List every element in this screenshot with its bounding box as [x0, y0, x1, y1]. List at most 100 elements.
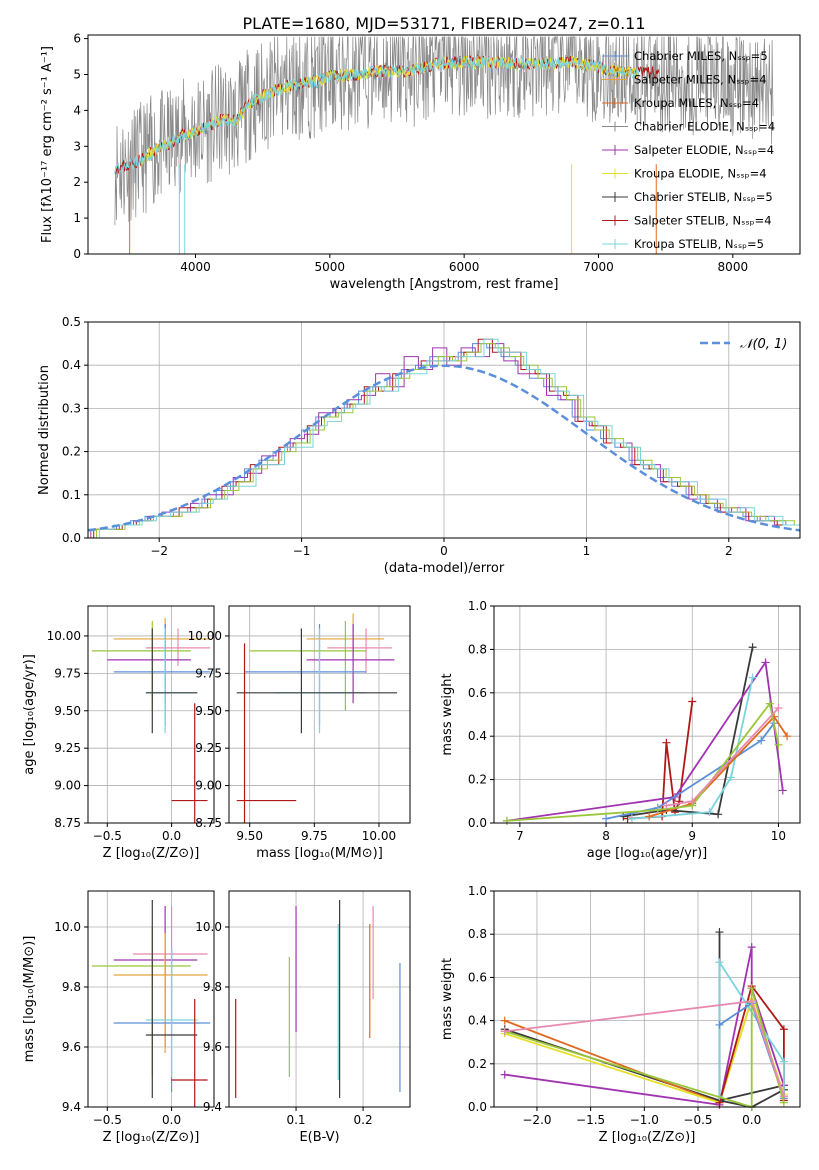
histogram-step	[88, 343, 800, 538]
y-tick-label: 9.6	[203, 1040, 222, 1054]
normal-curve	[88, 364, 800, 532]
mass-weight-lines	[502, 643, 792, 825]
x-tick-label: 9	[688, 829, 696, 843]
spectrum-model-line	[141, 55, 639, 166]
point-marker	[715, 958, 724, 967]
point-marker	[715, 928, 724, 937]
errorbar-axes: 9.50 9.75 10.00 8.75 9.00 9.25 9.50 9.75 10.00	[188, 606, 410, 843]
mass-weight-line	[605, 722, 775, 820]
point-marker	[779, 1057, 788, 1066]
x-tick-label: 7	[516, 829, 524, 843]
x-tick-label: 10.00	[362, 829, 396, 843]
y-tick-label: 1	[73, 211, 81, 225]
axes-frame	[228, 890, 411, 1108]
y-tick-label: 0.2	[468, 1057, 487, 1071]
y-tick-label: 9.75	[54, 666, 81, 680]
x-tick-label: −2	[150, 544, 168, 558]
point-marker	[602, 814, 611, 823]
y-tick-label: 9.8	[62, 980, 81, 994]
point-marker	[774, 703, 783, 712]
point-marker	[502, 816, 511, 825]
x-tick-label: −0.5	[93, 1113, 122, 1127]
point-marker	[662, 801, 671, 810]
y-tick-label: 0.8	[468, 642, 487, 656]
x-tick-label: 0.0	[162, 1113, 181, 1127]
error-bars	[235, 900, 401, 1098]
point-marker	[748, 673, 757, 682]
axes-frame	[493, 605, 801, 824]
errorbar-axes: 0.1 0.2 9.4 9.6 9.8 10.0	[195, 891, 410, 1127]
error-bars	[91, 900, 211, 1107]
mass-weight-lines	[500, 928, 788, 1111]
error-bars	[236, 613, 398, 823]
y-tick-label: 0.3	[62, 401, 81, 415]
y-axis-label: age [log₁₀(age/yr)]	[22, 654, 37, 775]
axes-frame	[87, 34, 801, 255]
x-tick-label: 8000	[718, 260, 749, 274]
y-tick-label: 1.0	[468, 884, 487, 898]
spectrum-data-line	[114, 35, 774, 226]
x-tick-label: −1	[293, 544, 311, 558]
x-tick-label: 5000	[315, 260, 346, 274]
point-marker	[688, 697, 697, 706]
x-axis-label: E(B-V)	[299, 1130, 339, 1145]
x-axis-label: Z [log₁₀(Z/Z⊙)]	[103, 846, 200, 861]
errorbar-axes: −0.5 0.0 8.75 9.00 9.25 9.50 9.75 10.00	[47, 606, 214, 843]
mass-weight-axes: 7 8 9 10 0.0 0.2 0.4 0.6 0.8 1.0	[468, 599, 800, 843]
legend-label: 𝒩(0, 1)	[740, 337, 787, 352]
point-marker	[500, 1070, 509, 1079]
point-marker	[705, 808, 714, 817]
y-tick-label: 1.0	[468, 599, 487, 613]
legend-label-4: Salpeter ELODIE, Nₛₛₚ=4	[634, 143, 774, 157]
point-marker	[662, 738, 671, 747]
x-tick-label: −2.0	[522, 1113, 551, 1127]
histogram-step	[90, 343, 800, 538]
point-marker	[715, 1020, 724, 1029]
point-marker	[748, 643, 757, 652]
x-tick-label: 2	[725, 544, 733, 558]
point-marker	[747, 943, 756, 952]
point-marker	[714, 810, 723, 819]
y-tick-label: 0.4	[468, 729, 487, 743]
x-tick-label: −1.0	[630, 1113, 659, 1127]
point-marker	[500, 1027, 509, 1036]
y-tick-label: 0.5	[62, 315, 81, 329]
mass-weight-line	[648, 715, 788, 818]
figure-title: PLATE=1680, MJD=53171, FIBERID=0247, z=0…	[242, 14, 645, 33]
y-axis-label: mass weight	[440, 958, 455, 1040]
y-tick-label: 0.6	[468, 970, 487, 984]
y-tick-label: 0.2	[468, 773, 487, 787]
y-tick-label: 9.50	[54, 704, 81, 718]
y-tick-label: 9.25	[195, 741, 222, 755]
legend-label-8: Kroupa STELIB, Nₛₛₚ=5	[634, 237, 764, 251]
x-axis-label: Z [log₁₀(Z/Z⊙)]	[103, 1130, 200, 1145]
y-tick-label: 6	[73, 32, 81, 46]
y-axis-label: Normed distribution	[37, 365, 52, 495]
y-tick-label: 9.6	[62, 1040, 81, 1054]
x-tick-label: 0	[440, 544, 448, 558]
y-tick-label: 10.00	[47, 629, 81, 643]
point-marker	[645, 812, 654, 821]
legend-label-3: Chabrier ELODIE, Nₛₛₚ=4	[634, 120, 775, 134]
axes-frame	[228, 605, 411, 824]
legend-label-5: Kroupa ELODIE, Nₛₛₚ=4	[634, 167, 767, 181]
point-marker	[747, 984, 756, 993]
y-axis-label: mass weight	[440, 673, 455, 755]
y-tick-label: 9.4	[203, 1100, 222, 1114]
point-marker	[778, 786, 787, 795]
legend-label-2: Kroupa MILES, Nₛₛₚ=4	[634, 96, 759, 110]
y-tick-label: 10.0	[54, 920, 81, 934]
y-tick-label: 9.75	[195, 666, 222, 680]
y-tick-label: 9.00	[54, 779, 81, 793]
x-tick-label: 9.75	[301, 829, 328, 843]
point-marker	[727, 773, 736, 782]
point-marker	[761, 658, 770, 667]
point-marker	[774, 740, 783, 749]
y-tick-label: 10.0	[195, 920, 222, 934]
legend: Chabrier MILES, Nₛₛₚ=5 Salpeter MILES, Nₛ…	[602, 49, 775, 251]
x-tick-label: 7000	[583, 260, 614, 274]
y-tick-label: 0.6	[468, 686, 487, 700]
point-marker	[653, 805, 662, 814]
